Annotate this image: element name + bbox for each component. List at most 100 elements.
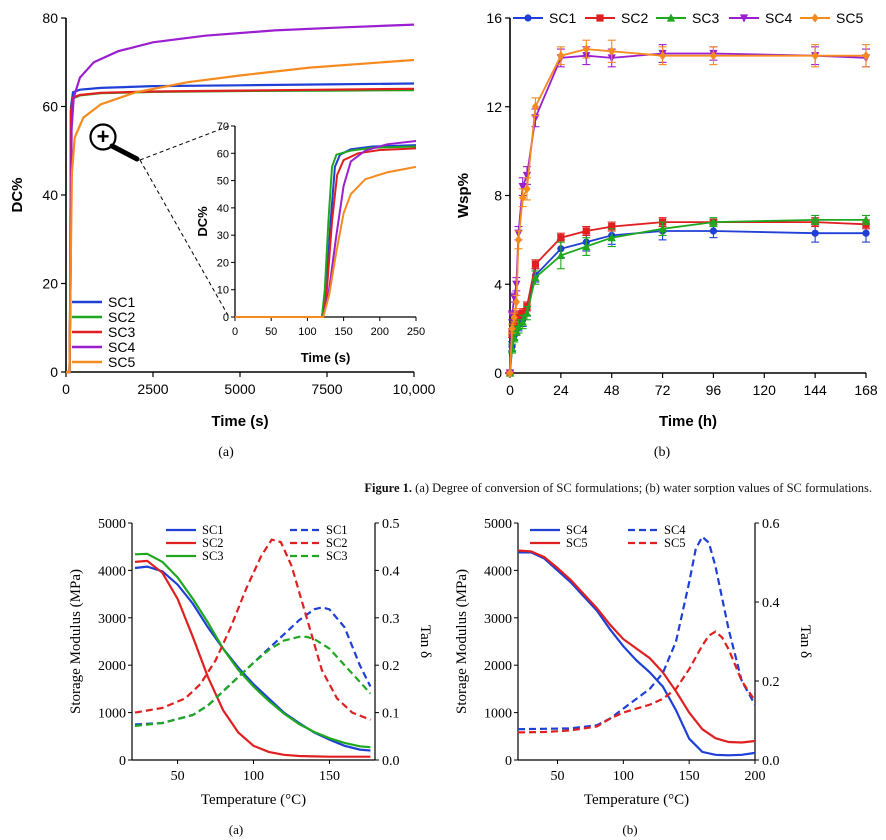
dc-x-axis-title: Time (s) — [211, 413, 268, 430]
wsp-point-sc3 — [709, 217, 718, 226]
dc-y-tick-label: 80 — [42, 10, 58, 26]
wsp-line-sc3 — [509, 219, 866, 374]
wsp-x-tick-label: 24 — [553, 382, 569, 398]
dma-b-x-tick-label: 150 — [679, 769, 700, 784]
wsp-point-sc5 — [508, 324, 516, 334]
wsp-x-tick-label: 96 — [706, 382, 722, 398]
dc-y-axis-title: DC% — [9, 177, 26, 212]
dma-b-x-tick-label: 50 — [551, 769, 565, 784]
wsp-point-sc3 — [514, 321, 523, 331]
dc-inset-line-sc5 — [235, 165, 417, 318]
dma-a-y-axis-title: Storage Modulus (MPa) — [68, 569, 84, 714]
wsp-point-sc5 — [608, 46, 616, 56]
dc-inset-y-tick-label: 50 — [217, 176, 229, 188]
wsp-x-tick-label: 72 — [655, 382, 671, 398]
wsp-line-sc1 — [509, 230, 866, 374]
figure-1-caption-text: (a) Degree of conversion of SC formulati… — [415, 481, 872, 495]
wsp-point-sc2 — [531, 260, 540, 268]
dc-inset-y-tick-label: 10 — [217, 285, 229, 297]
dma-a-line-sc1-dashed — [134, 606, 372, 726]
wsp-y-tick-label: 16 — [486, 10, 502, 26]
dma-a-y2-tick-label: 0.2 — [382, 659, 400, 674]
wsp-x-tick-label: 120 — [753, 382, 777, 398]
dma-b-y2-axis-title: Tan δ — [797, 625, 813, 658]
dc-y-tick-label: 20 — [42, 276, 58, 292]
dma-a-y2-tick-label: 0.5 — [382, 517, 400, 532]
dc-y-tick-label: 60 — [42, 99, 58, 115]
dma-a-y2-tick-label: 0.1 — [382, 707, 400, 722]
dc-legend-label: SC2 — [108, 309, 135, 325]
wsp-point-sc5 — [523, 184, 531, 194]
wsp-legend-marker — [596, 14, 604, 22]
dma-a-chart: 0 1000 2000 3000 4000 5000 0.0 0.1 0.2 0.3 0.4 0.5 5… — [68, 517, 433, 808]
dc-inset-y-axis-title: DC% — [195, 206, 210, 237]
dc-legend-label: SC4 — [108, 339, 135, 355]
dma-a-y-tick-label: 2000 — [98, 659, 126, 674]
dma-b-y2-tick-label: 0.4 — [762, 596, 780, 611]
dma-b-legend-label: SC4 — [664, 523, 686, 537]
dma-b-y-tick-label: 3000 — [484, 612, 512, 627]
wsp-point-sc3 — [556, 250, 565, 260]
wsp-point-sc2 — [582, 227, 590, 235]
wsp-point-sc4 — [531, 114, 540, 123]
wsp-point-sc5 — [582, 44, 590, 54]
dma-a-x-tick-label: 50 — [171, 769, 185, 784]
dc-inset-x-tick-label: 50 — [265, 326, 277, 338]
dc-x-tick-label: 5000 — [224, 381, 255, 397]
dma-a-legend-label: SC3 — [326, 549, 348, 563]
dma-b-y2-tick-label: 0.2 — [762, 675, 780, 690]
wsp-point-sc5 — [658, 51, 667, 61]
wsp-x-tick-label: 0 — [506, 382, 514, 398]
dc-inset-x-axis-title: Time (s) — [301, 350, 351, 365]
dma-a-line-sc3-solid — [134, 552, 371, 749]
dma-a-line-sc3-dashed — [134, 635, 372, 727]
dc-x-tick-label: 0 — [62, 381, 70, 397]
dc-line-sc5 — [66, 58, 415, 374]
dma-b-y-tick-label: 5000 — [484, 517, 512, 532]
wsp-point-sc2 — [514, 311, 523, 319]
dc-x-tick-label: 10,000 — [393, 381, 436, 397]
dma-b-x-axis-title: Temperature (°C) — [584, 792, 689, 808]
dc-inset-y-tick-label: 30 — [217, 230, 229, 242]
dc-inset-x-tick-label: 200 — [371, 326, 389, 338]
dc-inset-line-sc2 — [235, 145, 417, 318]
dma-b-y-axis-title: Storage Modulus (MPa) — [454, 569, 470, 714]
dma-b-y-tick-label: 1000 — [484, 707, 512, 722]
dma-b-legend-label: SC5 — [566, 536, 588, 550]
fig2-panel-a-label: (a) — [229, 822, 243, 837]
dma-b-x-tick-label: 200 — [745, 769, 766, 784]
wsp-legend-label: SC5 — [836, 10, 863, 26]
dma-b-y-tick-label: 0 — [505, 754, 512, 769]
wsp-line-sc5 — [509, 48, 866, 374]
wsp-point-sc1 — [862, 229, 870, 237]
dma-a-y-tick-label: 5000 — [98, 517, 126, 532]
dc-x-tick-label: 7500 — [311, 381, 342, 397]
dma-a-x-tick-label: 150 — [319, 769, 340, 784]
wsp-point-sc2 — [519, 309, 527, 317]
dma-b-line-sc5-solid — [517, 549, 756, 744]
dc-legend-label: SC3 — [108, 324, 135, 340]
dc-y-tick-label: 40 — [42, 187, 58, 203]
wsp-legend-marker — [739, 14, 749, 23]
wsp-point-sc3 — [658, 224, 667, 233]
dma-a-y-tick-label: 0 — [119, 754, 126, 769]
wsp-y-tick-label: 8 — [494, 188, 502, 204]
dma-b-x-tick-label: 100 — [613, 769, 634, 784]
wsp-legend-label: SC1 — [549, 10, 576, 26]
wsp-point-sc5 — [811, 51, 819, 61]
wsp-point-sc5 — [512, 297, 520, 307]
wsp-point-sc3 — [531, 272, 540, 282]
dma-b-y-tick-label: 2000 — [484, 659, 512, 674]
dma-a-legend-label: SC2 — [202, 536, 224, 550]
wsp-legend-marker — [524, 14, 532, 22]
fig2-panel-b-label: (b) — [622, 822, 637, 837]
dma-a-x-tick-label: 100 — [243, 769, 264, 784]
dma-b-y2-tick-label: 0.0 — [762, 754, 780, 769]
wsp-point-sc5 — [862, 51, 870, 61]
wsp-point-sc3 — [522, 308, 532, 317]
wsp-point-sc5 — [506, 368, 514, 378]
dc-y-tick-label: 0 — [50, 364, 58, 380]
dma-a-y2-tick-label: 0.4 — [382, 564, 400, 579]
dc-legend-label: SC1 — [108, 294, 135, 310]
